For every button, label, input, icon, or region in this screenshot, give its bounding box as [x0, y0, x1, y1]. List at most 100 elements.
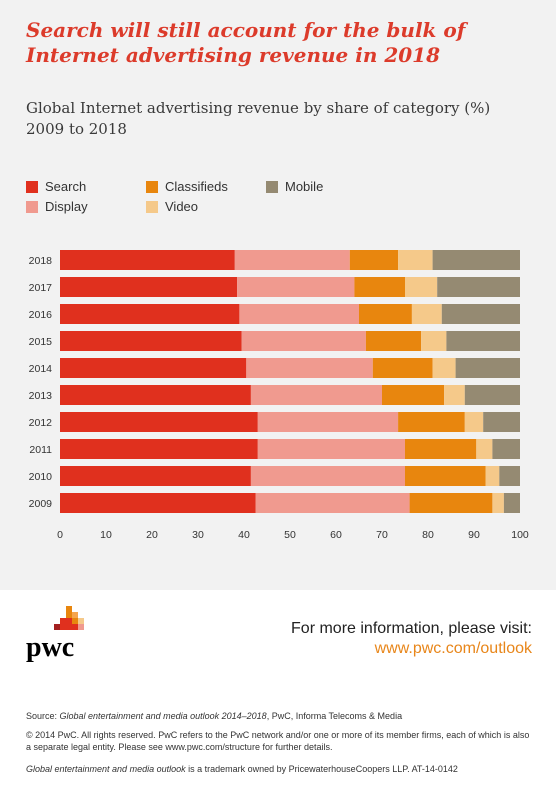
legend-item-video: Video [146, 199, 198, 214]
bar-segment-search-2009 [60, 493, 256, 513]
chart-panel: Search will still account for the bulk o… [0, 0, 556, 590]
bar-segment-search-2015 [60, 331, 242, 351]
y-tick-label: 2014 [29, 363, 53, 375]
bar-segment-display-2013 [250, 385, 382, 405]
bar-segment-display-2012 [257, 412, 399, 432]
bar-segment-search-2012 [60, 412, 258, 432]
subtitle-line-1: Global Internet advertising revenue by s… [26, 99, 491, 117]
bar-segment-search-2016 [60, 304, 240, 324]
legend-item-classifieds: Classifieds [146, 179, 228, 194]
source-rest: , PwC, Informa Telecoms & Media [266, 711, 403, 721]
y-tick-label: 2009 [29, 498, 53, 510]
legend-label-classifieds: Classifieds [165, 179, 228, 194]
bar-segment-video-2015 [421, 331, 447, 351]
stacked-bar-chart: 2018201720162015201420132012201120102009… [29, 250, 529, 541]
y-tick-label: 2018 [29, 255, 53, 267]
bar-segment-display-2010 [250, 466, 405, 486]
bar-segment-video-2012 [464, 412, 484, 432]
x-tick-label: 100 [511, 529, 529, 541]
legend-label-mobile: Mobile [285, 179, 324, 194]
source-label: Source: [26, 711, 60, 721]
x-tick-label: 50 [284, 529, 296, 541]
y-tick-label: 2015 [29, 336, 53, 348]
bar-segment-search-2011 [60, 439, 258, 459]
x-tick-label: 80 [422, 529, 434, 541]
legend-label-search: Search [45, 179, 87, 194]
bar-segment-mobile-2011 [492, 439, 520, 459]
y-tick-label: 2013 [29, 390, 53, 402]
x-tick-label: 10 [100, 529, 112, 541]
y-tick-label: 2016 [29, 309, 53, 321]
bar-segment-classifieds-2011 [405, 439, 477, 459]
bar-segment-search-2013 [60, 385, 251, 405]
bar-segment-classifieds-2010 [405, 466, 486, 486]
pwc-logo: pwc [26, 606, 84, 662]
bar-segment-mobile-2012 [483, 412, 520, 432]
x-tick-label: 70 [376, 529, 388, 541]
legend: Search Classifieds Mobile Display Video [26, 176, 546, 220]
y-tick-label: 2012 [29, 417, 53, 429]
bar-segment-video-2017 [405, 277, 438, 297]
bar-segment-search-2018 [60, 250, 235, 270]
source-note: Source: Global entertainment and media o… [26, 710, 532, 722]
bar-segment-video-2016 [411, 304, 442, 324]
subtitle-line-2: 2009 to 2018 [26, 120, 127, 138]
legend-label-display: Display [45, 199, 88, 214]
bar-segment-display-2016 [239, 304, 359, 324]
legend-swatch-classifieds [146, 180, 158, 193]
bar-segment-mobile-2018 [432, 250, 520, 270]
headline: Search will still account for the bulk o… [26, 18, 466, 67]
trademark-note: Global entertainment and media outlook i… [26, 763, 532, 775]
bar-segment-mobile-2017 [437, 277, 520, 297]
bar-segment-mobile-2013 [464, 385, 520, 405]
bar-segment-classifieds-2009 [409, 493, 493, 513]
logo-text: pwc [26, 632, 74, 662]
bar-segment-search-2010 [60, 466, 251, 486]
bar-segment-mobile-2016 [441, 304, 520, 324]
bar-segment-video-2014 [432, 358, 456, 378]
bar-segment-video-2009 [492, 493, 504, 513]
bar-segment-display-2015 [241, 331, 366, 351]
x-tick-label: 60 [330, 529, 342, 541]
bar-segment-video-2011 [476, 439, 493, 459]
trademark-rest: is a trademark owned by PricewaterhouseC… [185, 764, 458, 774]
bar-segment-mobile-2014 [455, 358, 520, 378]
bar-segment-display-2018 [234, 250, 350, 270]
bar-segment-classifieds-2013 [382, 385, 445, 405]
bar-segment-display-2009 [255, 493, 410, 513]
bar-segment-classifieds-2014 [372, 358, 433, 378]
y-tick-label: 2017 [29, 282, 53, 294]
y-tick-label: 2010 [29, 471, 53, 483]
bar-segment-display-2011 [257, 439, 405, 459]
x-tick-label: 0 [57, 529, 63, 541]
x-tick-label: 90 [468, 529, 480, 541]
trademark-title: Global entertainment and media outlook [26, 764, 186, 774]
x-tick-label: 20 [146, 529, 158, 541]
legend-item-display: Display [26, 199, 88, 214]
bar-segment-mobile-2015 [446, 331, 520, 351]
x-tick-label: 30 [192, 529, 204, 541]
more-info-label: For more information, please visit: [291, 620, 532, 637]
legend-item-search: Search [26, 179, 86, 194]
bar-segment-classifieds-2015 [365, 331, 422, 351]
legend-swatch-video [146, 200, 158, 213]
outlook-link[interactable]: www.pwc.com/outlook [374, 640, 532, 657]
legend-label-video: Video [165, 199, 199, 214]
bar-segment-mobile-2009 [503, 493, 520, 513]
y-tick-label: 2011 [29, 444, 52, 456]
legend-swatch-display [26, 200, 38, 213]
bar-segment-classifieds-2016 [359, 304, 412, 324]
bar-segment-video-2013 [444, 385, 465, 405]
source-title: Global entertainment and media outlook 2… [59, 711, 267, 721]
legend-item-mobile: Mobile [266, 179, 323, 194]
bar-segment-display-2017 [237, 277, 355, 297]
bar-segment-mobile-2010 [499, 466, 520, 486]
bar-segment-search-2017 [60, 277, 238, 297]
bar-segment-search-2014 [60, 358, 247, 378]
legend-swatch-mobile [266, 180, 278, 193]
x-tick-label: 40 [238, 529, 250, 541]
copyright-note: © 2014 PwC. All rights reserved. PwC ref… [26, 730, 530, 752]
bar-segment-classifieds-2018 [349, 250, 399, 270]
bar-segment-video-2018 [398, 250, 433, 270]
bar-segment-display-2014 [246, 358, 373, 378]
